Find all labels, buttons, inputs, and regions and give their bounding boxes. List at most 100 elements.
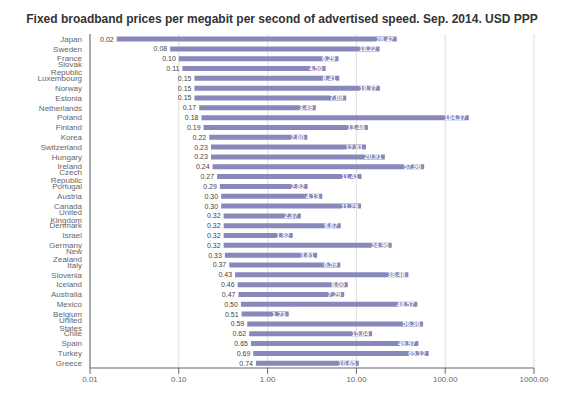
svg-text:0.15: 0.15 [178, 85, 192, 92]
svg-text:1.73: 1.73 [272, 311, 286, 318]
svg-text:Luxembourg: Luxembourg [38, 74, 82, 83]
svg-text:4.13: 4.13 [306, 193, 320, 200]
svg-text:Poland: Poland [57, 113, 82, 122]
svg-text:0.10: 0.10 [162, 55, 176, 62]
svg-text:0.11: 0.11 [166, 65, 179, 72]
svg-text:2.82: 2.82 [291, 183, 305, 190]
svg-text:38.46: 38.46 [388, 271, 406, 278]
html-text:Fixed broadband prices per meg: Fixed broadband prices per megabit per s… [26, 12, 538, 26]
svg-text:0.37: 0.37 [213, 261, 227, 268]
svg-text:0.19: 0.19 [187, 124, 201, 131]
svg-text:0.65: 0.65 [234, 340, 248, 347]
svg-text:6.41: 6.41 [323, 75, 337, 82]
svg-text:Turkey: Turkey [58, 349, 82, 358]
svg-text:11.41: 11.41 [341, 173, 358, 180]
svg-text:0.15: 0.15 [178, 75, 192, 82]
svg-text:0.59: 0.59 [231, 320, 245, 327]
svg-text:Finland: Finland [56, 123, 82, 132]
svg-text:18.22: 18.22 [359, 45, 377, 52]
svg-text:7.29: 7.29 [328, 291, 342, 298]
svg-text:0.30: 0.30 [205, 203, 219, 210]
svg-text:57.96: 57.96 [404, 163, 422, 170]
svg-text:6.29: 6.29 [322, 55, 336, 62]
svg-text:0.23: 0.23 [194, 153, 208, 160]
svg-text:0.17: 0.17 [183, 104, 197, 111]
svg-text:13.46: 13.46 [347, 124, 365, 131]
svg-text:56.36: 56.36 [403, 320, 421, 327]
svg-text:0.18: 0.18 [185, 114, 199, 121]
svg-text:0.32: 0.32 [207, 212, 221, 219]
svg-text:6.59: 6.59 [324, 261, 338, 268]
svg-text:49.97: 49.97 [398, 340, 416, 347]
svg-text:12.81: 12.81 [345, 144, 363, 151]
svg-text:Japan: Japan [60, 35, 82, 44]
svg-text:2.80: 2.80 [291, 134, 305, 141]
svg-text:0.24: 0.24 [196, 163, 210, 170]
svg-text:0.08: 0.08 [154, 45, 168, 52]
svg-text:48.57: 48.57 [397, 301, 415, 308]
svg-text:24.98: 24.98 [371, 242, 389, 249]
svg-text:0.47: 0.47 [222, 291, 236, 298]
svg-text:4.50: 4.50 [309, 65, 323, 72]
svg-text:0.01: 0.01 [82, 375, 98, 384]
svg-text:Chile: Chile [64, 329, 83, 338]
svg-text:Switzerland: Switzerland [41, 143, 82, 152]
svg-text:0.62: 0.62 [233, 330, 247, 337]
svg-text:0.10: 0.10 [171, 375, 187, 384]
svg-text:Greece: Greece [56, 359, 83, 368]
svg-text:Israel: Israel [62, 231, 82, 240]
svg-text:Denmark: Denmark [50, 221, 83, 230]
svg-text:0.02: 0.02 [100, 36, 114, 43]
svg-text:0.74: 0.74 [239, 360, 253, 367]
svg-text:0.27: 0.27 [200, 173, 214, 180]
svg-text:6.67: 6.67 [324, 222, 338, 229]
svg-text:0.32: 0.32 [207, 242, 221, 249]
svg-text:65.12: 65.12 [408, 350, 426, 357]
svg-text:15.04: 15.04 [352, 330, 370, 337]
svg-text:Hungary: Hungary [52, 153, 82, 162]
svg-text:1000.00: 1000.00 [520, 375, 549, 384]
svg-text:France: France [57, 54, 82, 64]
svg-text:0.15: 0.15 [178, 94, 192, 101]
svg-text:20.91: 20.91 [364, 153, 382, 160]
svg-text:0.33: 0.33 [208, 252, 222, 259]
svg-text:28.47: 28.47 [376, 36, 394, 43]
svg-text:0.23: 0.23 [194, 144, 208, 151]
svg-text:Slovenia: Slovenia [51, 271, 82, 280]
svg-text:Mexico: Mexico [57, 300, 83, 309]
svg-text:0.69: 0.69 [237, 350, 251, 357]
svg-text:Australia: Australia [51, 290, 83, 299]
svg-text:1.92: 1.92 [276, 232, 290, 239]
svg-text:0.30: 0.30 [205, 193, 219, 200]
svg-text:3.61: 3.61 [300, 252, 314, 259]
svg-text:Austria: Austria [57, 192, 82, 201]
svg-text:2.37: 2.37 [284, 212, 298, 219]
svg-text:0.29: 0.29 [203, 183, 217, 190]
svg-text:0.46: 0.46 [221, 281, 235, 288]
svg-text:0.50: 0.50 [224, 301, 238, 308]
svg-text:11.29: 11.29 [341, 203, 358, 210]
svg-text:8.00: 8.00 [331, 281, 345, 288]
svg-text:18.37: 18.37 [359, 85, 377, 92]
svg-text:Sweden: Sweden [53, 45, 82, 54]
svg-text:Korea: Korea [61, 133, 83, 142]
svg-text:0.43: 0.43 [218, 271, 232, 278]
svg-text:3.49: 3.49 [299, 104, 313, 111]
svg-text:Spain: Spain [62, 339, 82, 348]
svg-text:184.37: 184.37 [444, 114, 466, 121]
svg-text:Italy: Italy [67, 261, 82, 270]
svg-text:0.32: 0.32 [207, 232, 221, 239]
svg-text:7.69: 7.69 [330, 94, 344, 101]
svg-text:10.65: 10.65 [338, 360, 356, 367]
svg-text:Netherlands: Netherlands [39, 104, 82, 113]
svg-text:Norway: Norway [55, 84, 82, 93]
svg-text:0.32: 0.32 [207, 222, 221, 229]
svg-text:0.22: 0.22 [193, 134, 207, 141]
svg-text:0.51: 0.51 [225, 311, 239, 318]
svg-text:100.00: 100.00 [433, 375, 458, 384]
svg-text:Estonia: Estonia [55, 94, 82, 103]
svg-text:Iceland: Iceland [56, 280, 82, 289]
svg-text:Portugal: Portugal [52, 182, 82, 191]
svg-text:10.00: 10.00 [346, 375, 367, 384]
svg-text:1.00: 1.00 [260, 375, 276, 384]
